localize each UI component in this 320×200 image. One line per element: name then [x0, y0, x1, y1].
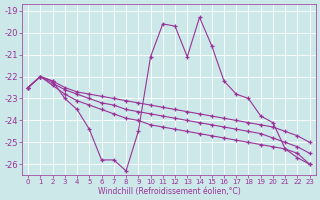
- X-axis label: Windchill (Refroidissement éolien,°C): Windchill (Refroidissement éolien,°C): [98, 187, 240, 196]
